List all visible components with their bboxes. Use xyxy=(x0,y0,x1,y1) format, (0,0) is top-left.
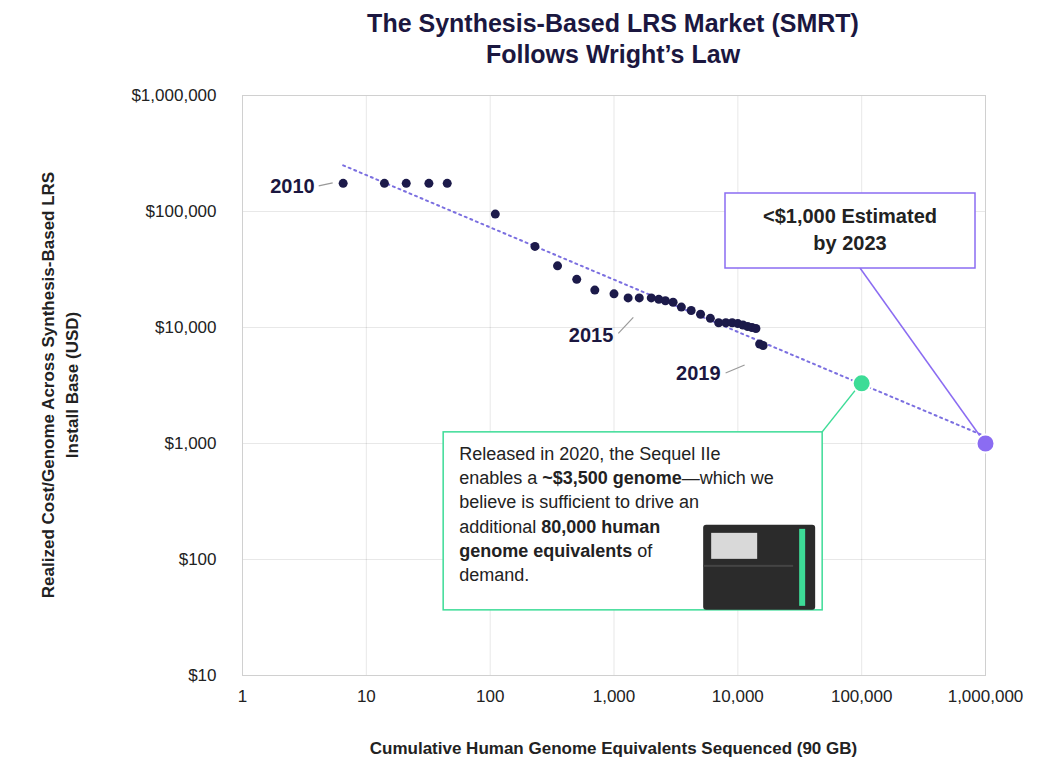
svg-text:$1,000: $1,000 xyxy=(165,434,217,453)
html-text:The Synthesis-Based LRS Market: The Synthesis-Based LRS Market (SMRT) Fo… xyxy=(367,9,859,68)
svg-text:1,000,000: 1,000,000 xyxy=(948,687,1024,706)
svg-text:genome equivalents of: genome equivalents of xyxy=(459,541,653,561)
svg-text:Released in 2020, the Sequel I: Released in 2020, the Sequel IIe xyxy=(459,444,720,464)
svg-text:2010: 2010 xyxy=(270,175,315,197)
svg-text:demand.: demand. xyxy=(459,565,529,585)
svg-text:$1,000,000: $1,000,000 xyxy=(131,86,216,105)
svg-text:additional 80,000 human: additional 80,000 human xyxy=(459,517,660,537)
svg-text:Realized Cost/Genome Across Sy: Realized Cost/Genome Across Synthesis-Ba… xyxy=(39,172,58,598)
svg-text:<$1,000 Estimated: <$1,000 Estimated xyxy=(763,205,937,227)
svg-text:$10: $10 xyxy=(188,666,216,685)
svg-text:Cumulative Human Genome Equiva: Cumulative Human Genome Equivalents Sequ… xyxy=(370,739,857,758)
svg-text:Install Base (USD): Install Base (USD) xyxy=(63,312,82,458)
svg-text:2015: 2015 xyxy=(569,324,614,346)
svg-text:100: 100 xyxy=(476,687,504,706)
svg-text:10: 10 xyxy=(357,687,376,706)
svg-text:1,000: 1,000 xyxy=(593,687,636,706)
svg-text:$10,000: $10,000 xyxy=(155,318,216,337)
svg-text:10,000: 10,000 xyxy=(712,687,764,706)
svg-text:2019: 2019 xyxy=(676,362,721,384)
svg-text:$100,000: $100,000 xyxy=(146,202,217,221)
svg-text:by 2023: by 2023 xyxy=(813,232,886,254)
svg-text:believe is sufficient to drive: believe is sufficient to drive an xyxy=(459,492,699,512)
svg-text:100,000: 100,000 xyxy=(831,687,892,706)
svg-text:$100: $100 xyxy=(179,550,217,569)
svg-text:1: 1 xyxy=(238,687,247,706)
svg-text:enables a ~$3,500 genome—which: enables a ~$3,500 genome—which we xyxy=(459,468,774,488)
